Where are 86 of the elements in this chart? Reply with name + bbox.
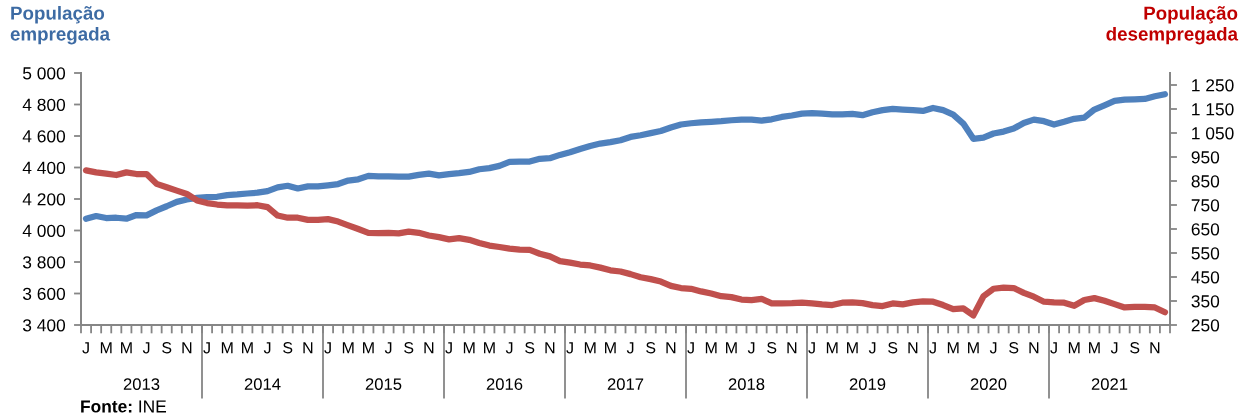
x-tick-label: J — [142, 342, 150, 354]
x-tick-label: J — [929, 342, 936, 354]
y-axis-title: População empregada — [10, 6, 111, 45]
x-tick-label: J — [566, 342, 573, 354]
x-tick-label: J — [808, 342, 815, 354]
y2-tick-label: 850 — [1191, 175, 1220, 188]
x-tick-label: J — [384, 342, 392, 354]
x-tick-label: M — [947, 342, 959, 354]
x-tick-label: M — [463, 342, 475, 354]
y-tick-label: 4 000 — [22, 224, 66, 237]
x-tick-label: J — [82, 342, 89, 354]
y2-tick-label: 450 — [1191, 271, 1220, 284]
y2-tick-label: 350 — [1191, 295, 1220, 308]
x2-tick-label: 2017 — [607, 378, 644, 391]
y2-tick-label: 1 150 — [1192, 103, 1234, 116]
x-tick-label: J — [747, 342, 755, 354]
x-tick-label: N — [545, 342, 555, 354]
x-tick-label: N — [1029, 342, 1039, 354]
x2-tick-label: 2016 — [486, 378, 523, 391]
x-tick-label: M — [100, 342, 112, 354]
y-tick-label: 4 800 — [22, 98, 66, 111]
x-tick-label: J — [505, 342, 513, 354]
x2-tick-label: 2014 — [244, 378, 281, 391]
y-tick-label: 4 600 — [22, 130, 66, 143]
y2-tick-label: 750 — [1191, 199, 1220, 212]
x2-tick-label: 2018 — [728, 378, 765, 391]
x2-tick-label: 2021 — [1091, 378, 1128, 391]
x2-tick-label: 2013 — [123, 378, 160, 391]
x-tick-label: J — [687, 342, 694, 354]
x-tick-label: M — [1089, 342, 1100, 354]
x-tick-label: M — [121, 342, 132, 354]
y2-tick-label: 550 — [1191, 247, 1220, 260]
x-tick-label: M — [1068, 342, 1080, 354]
x-tick-label: N — [666, 342, 676, 354]
x-tick-label: M — [705, 342, 717, 354]
x-tick-label: M — [342, 342, 354, 354]
x-tick-label: M — [968, 342, 979, 354]
x-tick-label: N — [787, 342, 797, 354]
x-tick-label: M — [363, 342, 374, 354]
x-tick-label: M — [826, 342, 838, 354]
x-tick-label: J — [626, 342, 634, 354]
x-tick-label: S — [283, 342, 293, 354]
y2-tick-label: 250 — [1191, 319, 1220, 332]
x-tick-label: J — [868, 342, 876, 354]
y2-tick-label: 1 050 — [1192, 127, 1234, 140]
y2-tick-label: 950 — [1191, 151, 1220, 164]
x-tick-label: J — [445, 342, 452, 354]
x-tick-label: J — [1110, 342, 1118, 354]
y2-axis-title: População desempregada — [1106, 6, 1239, 45]
x-tick-label: J — [263, 342, 271, 354]
x-tick-label: M — [242, 342, 253, 354]
x-tick-label: M — [726, 342, 737, 354]
x-tick-label: S — [525, 342, 535, 354]
x2-tick-label: 2015 — [365, 378, 402, 391]
x-tick-label: S — [404, 342, 414, 354]
x-tick-label: N — [908, 342, 918, 354]
x-tick-label: S — [162, 342, 172, 354]
x-tick-label: J — [1050, 342, 1057, 354]
y-tick-label: 3 600 — [22, 287, 66, 300]
x-tick-label: M — [584, 342, 596, 354]
x-tick-label: M — [847, 342, 858, 354]
x-tick-label: J — [203, 342, 210, 354]
x-tick-label: M — [484, 342, 495, 354]
x2-tick-label: 2019 — [849, 378, 886, 391]
x-tick-label: J — [324, 342, 331, 354]
y-tick-label: 5 000 — [22, 67, 66, 80]
y-tick-label: 3 400 — [22, 319, 66, 332]
x-tick-label: S — [1130, 342, 1140, 354]
y2-tick-label: 1 250 — [1192, 79, 1234, 92]
x-tick-label: M — [605, 342, 616, 354]
x-tick-label: S — [888, 342, 898, 354]
x-tick-label: N — [424, 342, 434, 354]
x-tick-label: S — [767, 342, 777, 354]
x-tick-label: M — [221, 342, 233, 354]
x2-tick-label: 2020 — [970, 378, 1007, 391]
x-tick-label: N — [303, 342, 313, 354]
source-note: Fonte: INE — [81, 400, 167, 413]
x-tick-label: J — [989, 342, 997, 354]
y-tick-label: 4 400 — [22, 161, 66, 174]
y-tick-label: 4 200 — [22, 193, 66, 206]
x-tick-label: N — [1150, 342, 1160, 354]
x-tick-label: N — [182, 342, 192, 354]
x-tick-label: S — [646, 342, 656, 354]
y-tick-label: 3 800 — [22, 256, 66, 269]
x-tick-label: S — [1009, 342, 1019, 354]
y2-tick-label: 650 — [1191, 223, 1220, 236]
